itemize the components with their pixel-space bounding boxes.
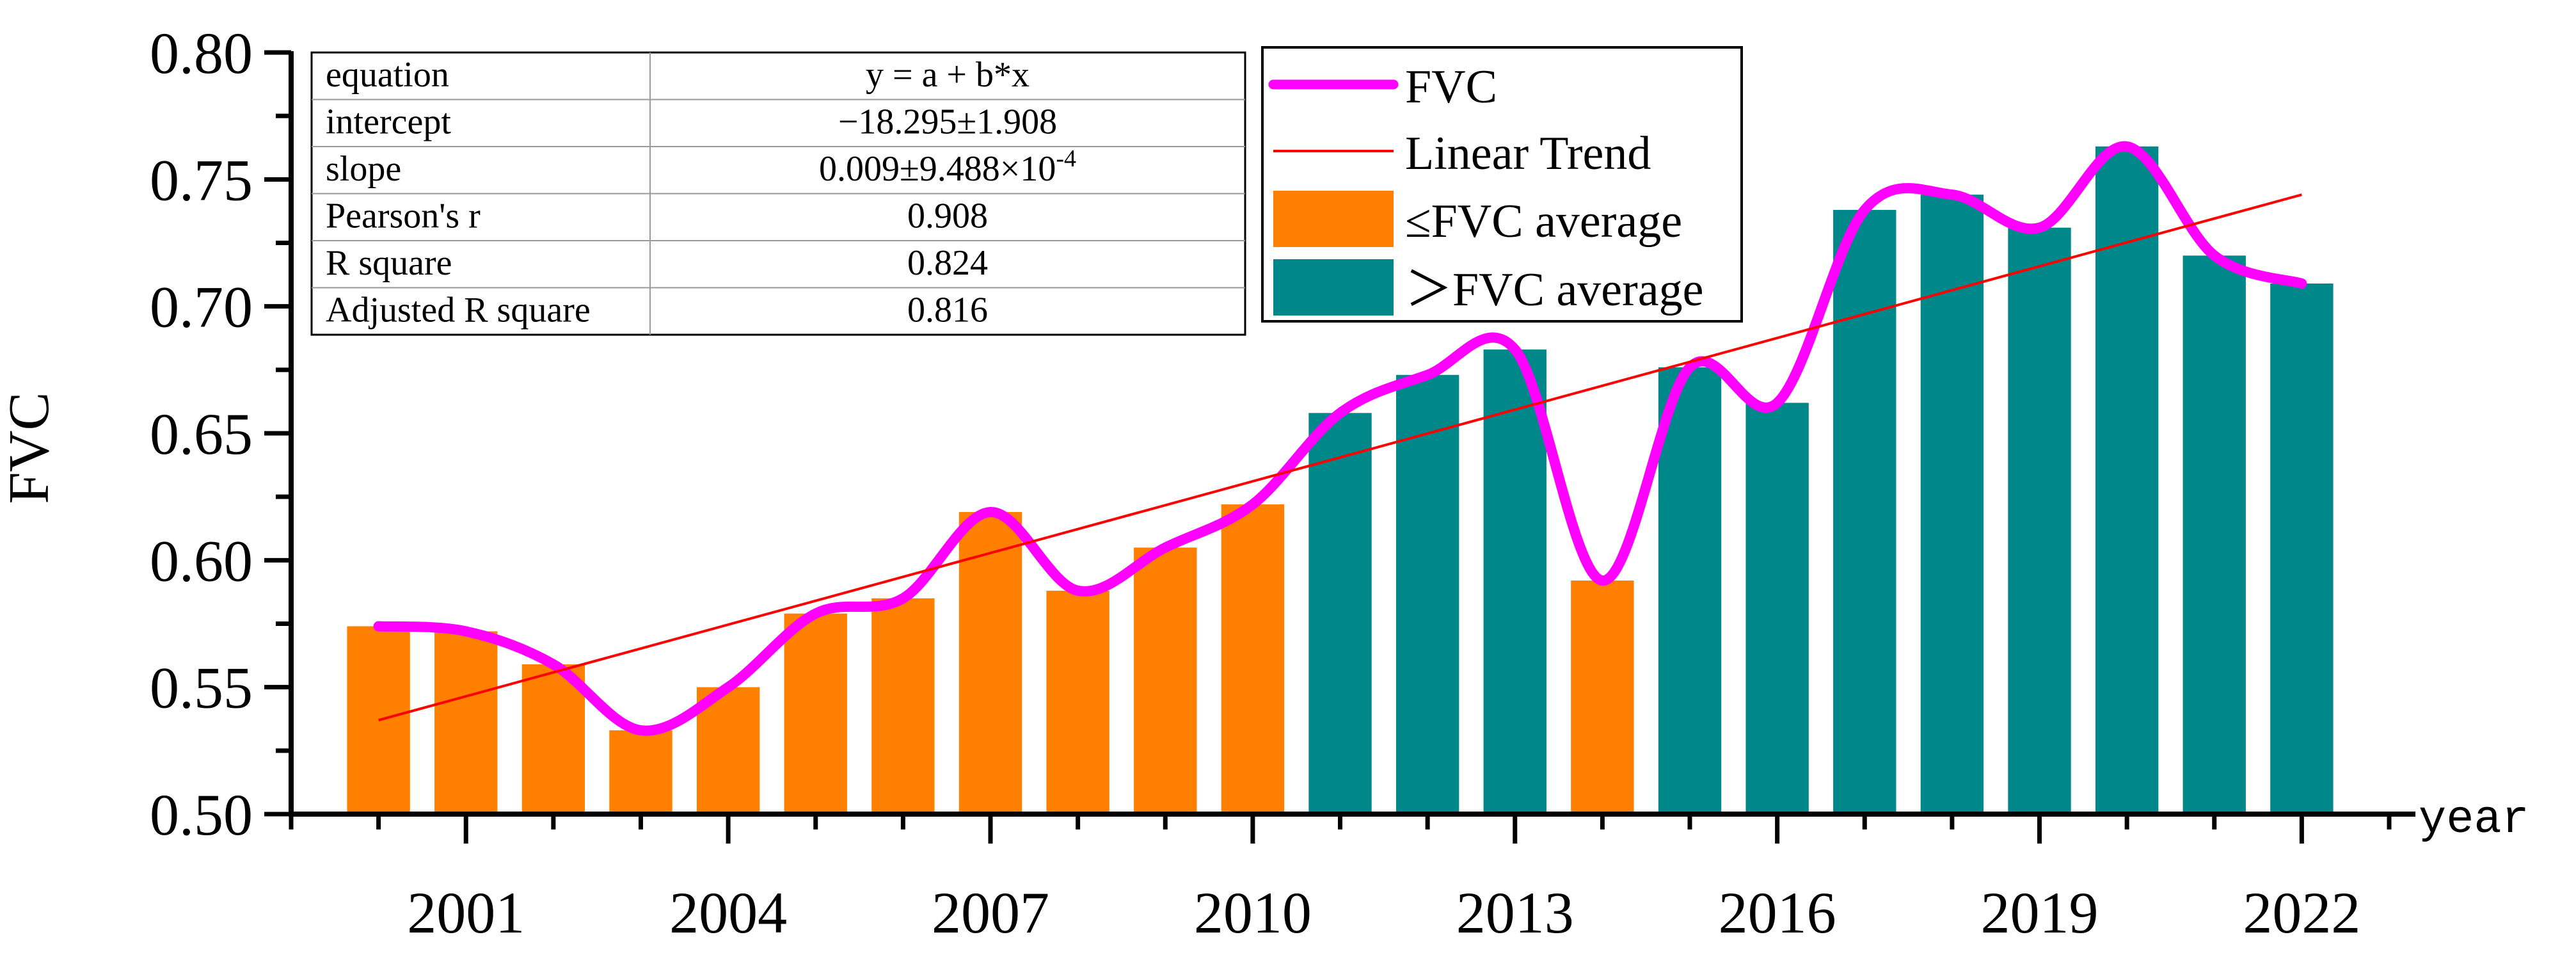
bar-2000 bbox=[347, 626, 410, 814]
legend-label: Linear Trend bbox=[1405, 127, 1651, 180]
bar-2006 bbox=[871, 598, 935, 814]
fit-table-value: y = a + b*x bbox=[866, 55, 1030, 95]
x-tick-label-2004: 2004 bbox=[669, 880, 787, 945]
bar-2011 bbox=[1308, 413, 1372, 814]
y-tick-label-0.80: 0.80 bbox=[150, 20, 253, 86]
fit-stats-table: equation y = a + b*x intercept −18.295±1.90… bbox=[310, 51, 1246, 336]
legend: FVC Linear Trend ≤FVC average ＞FVC average bbox=[1261, 46, 1743, 323]
x-tick-label-2007: 2007 bbox=[932, 880, 1049, 945]
legend-below-avg-swatch bbox=[1273, 191, 1394, 247]
bar-2012 bbox=[1395, 374, 1459, 814]
x-tick-label-2022: 2022 bbox=[2243, 880, 2360, 945]
y-tick-label-0.75: 0.75 bbox=[150, 147, 253, 212]
bar-2003 bbox=[609, 730, 672, 814]
legend-label: ≤FVC average bbox=[1405, 195, 1682, 248]
y-tick-label-0.60: 0.60 bbox=[150, 528, 253, 593]
bar-2022 bbox=[2270, 283, 2334, 814]
bar-2002 bbox=[521, 664, 585, 814]
bar-2008 bbox=[1046, 590, 1109, 814]
slope-exponent: -4 bbox=[1056, 145, 1076, 172]
fit-table-label: equation bbox=[326, 55, 449, 95]
legend-label: FVC bbox=[1405, 61, 1497, 113]
bar-2013 bbox=[1483, 349, 1546, 814]
x-tick-label-2016: 2016 bbox=[1719, 880, 1836, 945]
bar-2016 bbox=[1745, 403, 1809, 814]
x-tick-label-2013: 2013 bbox=[1456, 880, 1574, 945]
bar-2005 bbox=[784, 613, 847, 814]
y-tick-label-0.65: 0.65 bbox=[150, 401, 253, 467]
bar-2018 bbox=[1920, 195, 1984, 815]
fit-table-label: Adjusted R square bbox=[326, 290, 591, 330]
fit-table-label: intercept bbox=[326, 102, 451, 141]
bar-2004 bbox=[696, 687, 760, 814]
bar-2010 bbox=[1221, 504, 1285, 814]
fvc-curve-layer bbox=[373, 141, 2307, 736]
bar-2019 bbox=[2008, 227, 2071, 814]
fvc-line bbox=[373, 141, 2307, 736]
fit-table-label: slope bbox=[326, 149, 401, 189]
fit-table-value: 0.908 bbox=[907, 196, 988, 236]
y-tick-label-0.55: 0.55 bbox=[150, 655, 253, 721]
bar-2017 bbox=[1833, 209, 1896, 814]
legend-label: ＞FVC average bbox=[1405, 264, 1703, 316]
x-tick-label-2019: 2019 bbox=[1981, 880, 2099, 945]
x-axis-label: year bbox=[2419, 794, 2529, 846]
x-tick-label-2010: 2010 bbox=[1194, 880, 1312, 945]
bar-2021 bbox=[2182, 255, 2246, 814]
bars-layer bbox=[347, 146, 2334, 815]
trend-layer bbox=[378, 193, 2302, 722]
axes-layer: 0.50 0.55 0.60 0.65 0.70 0.75 0.80 2001 2004 2007… bbox=[150, 20, 2415, 945]
fit-table-label: Pearson's r bbox=[326, 196, 481, 236]
bar-2015 bbox=[1658, 367, 1722, 814]
fit-table-value: 0.824 bbox=[907, 243, 988, 283]
fit-table-value: −18.295±1.908 bbox=[838, 102, 1057, 141]
y-tick-label-0.70: 0.70 bbox=[150, 275, 253, 340]
bar-2014 bbox=[1571, 581, 1634, 814]
y-axis-label: FVC bbox=[0, 392, 61, 504]
bar-2009 bbox=[1134, 547, 1197, 814]
legend-above-avg-swatch bbox=[1273, 259, 1394, 316]
bar-2020 bbox=[2095, 146, 2159, 815]
y-tick-label-0.50: 0.50 bbox=[150, 782, 253, 847]
bar-2001 bbox=[434, 631, 498, 814]
fit-table-value: 0.816 bbox=[907, 290, 988, 330]
linear-trend-line bbox=[378, 193, 2302, 722]
x-tick-label-2001: 2001 bbox=[407, 880, 525, 945]
bar-2007 bbox=[958, 511, 1022, 814]
fit-table-label: R square bbox=[326, 243, 452, 283]
fit-table-value: 0.009±9.488×10-4 bbox=[819, 145, 1076, 189]
